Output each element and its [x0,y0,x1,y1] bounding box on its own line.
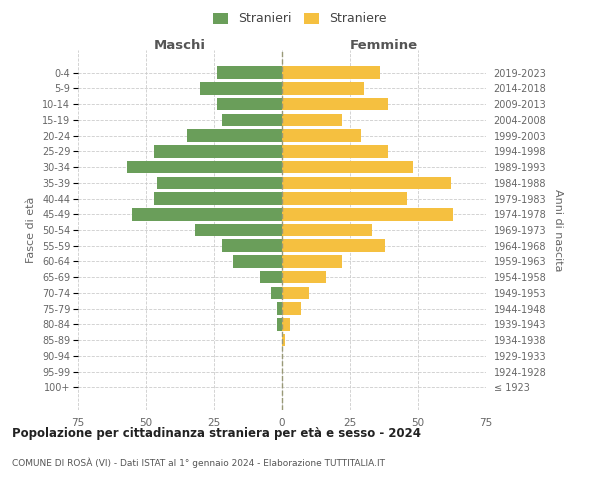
Bar [157,176,282,189]
Bar [260,271,282,283]
Bar [282,271,326,283]
Bar [282,192,407,205]
Bar [282,208,454,220]
Bar [282,334,285,346]
Bar [282,224,372,236]
Y-axis label: Fasce di età: Fasce di età [26,197,37,263]
Bar [282,130,361,142]
Bar [282,145,388,158]
Bar [282,176,451,189]
Bar [282,82,364,94]
Bar [217,66,282,79]
Bar [154,192,282,205]
Bar [282,318,290,330]
Bar [282,98,388,110]
Text: Maschi: Maschi [154,39,206,52]
Bar [277,302,282,315]
Bar [277,318,282,330]
Legend: Stranieri, Straniere: Stranieri, Straniere [209,8,391,29]
Bar [222,114,282,126]
Bar [233,255,282,268]
Bar [222,240,282,252]
Bar [200,82,282,94]
Bar [154,145,282,158]
Bar [195,224,282,236]
Bar [282,114,342,126]
Bar [271,286,282,299]
Bar [282,286,309,299]
Y-axis label: Anni di nascita: Anni di nascita [553,188,563,271]
Bar [217,98,282,110]
Bar [187,130,282,142]
Bar [282,240,385,252]
Bar [282,255,342,268]
Bar [282,66,380,79]
Bar [282,161,413,173]
Text: Popolazione per cittadinanza straniera per età e sesso - 2024: Popolazione per cittadinanza straniera p… [12,428,421,440]
Bar [133,208,282,220]
Bar [282,302,301,315]
Bar [127,161,282,173]
Text: COMUNE DI ROSÀ (VI) - Dati ISTAT al 1° gennaio 2024 - Elaborazione TUTTITALIA.IT: COMUNE DI ROSÀ (VI) - Dati ISTAT al 1° g… [12,458,385,468]
Text: Femmine: Femmine [350,39,418,52]
